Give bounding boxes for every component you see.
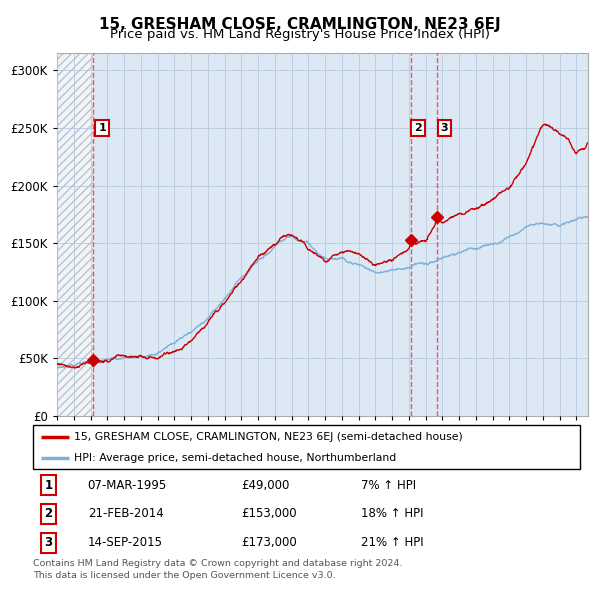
Text: Price paid vs. HM Land Registry's House Price Index (HPI): Price paid vs. HM Land Registry's House … <box>110 28 490 41</box>
Text: 21% ↑ HPI: 21% ↑ HPI <box>361 536 424 549</box>
Text: 2: 2 <box>414 123 422 133</box>
Bar <box>57 53 94 416</box>
Text: 2: 2 <box>44 507 52 520</box>
Text: £173,000: £173,000 <box>241 536 296 549</box>
FancyBboxPatch shape <box>33 425 580 469</box>
Text: 21-FEB-2014: 21-FEB-2014 <box>88 507 163 520</box>
Text: 07-MAR-1995: 07-MAR-1995 <box>88 478 167 491</box>
Text: 1: 1 <box>44 478 52 491</box>
Text: £49,000: £49,000 <box>241 478 289 491</box>
Text: £153,000: £153,000 <box>241 507 296 520</box>
Text: 3: 3 <box>44 536 52 549</box>
Text: 15, GRESHAM CLOSE, CRAMLINGTON, NE23 6EJ (semi-detached house): 15, GRESHAM CLOSE, CRAMLINGTON, NE23 6EJ… <box>74 432 463 442</box>
Text: 15, GRESHAM CLOSE, CRAMLINGTON, NE23 6EJ: 15, GRESHAM CLOSE, CRAMLINGTON, NE23 6EJ <box>99 17 501 31</box>
Text: 14-SEP-2015: 14-SEP-2015 <box>88 536 163 549</box>
Text: HPI: Average price, semi-detached house, Northumberland: HPI: Average price, semi-detached house,… <box>74 453 396 463</box>
Text: Contains HM Land Registry data © Crown copyright and database right 2024.
This d: Contains HM Land Registry data © Crown c… <box>33 559 403 579</box>
Text: 18% ↑ HPI: 18% ↑ HPI <box>361 507 424 520</box>
Text: 7% ↑ HPI: 7% ↑ HPI <box>361 478 416 491</box>
Text: 3: 3 <box>441 123 448 133</box>
Text: 1: 1 <box>98 123 106 133</box>
